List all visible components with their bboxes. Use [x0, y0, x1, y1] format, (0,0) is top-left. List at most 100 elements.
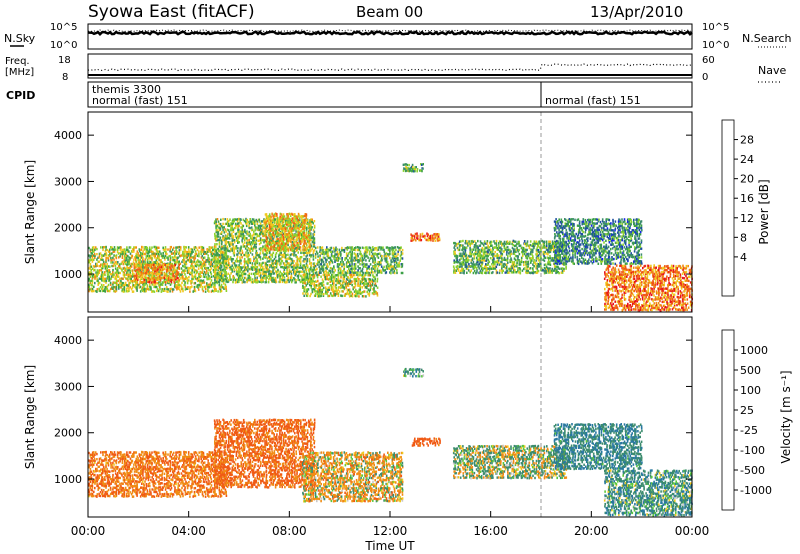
power-cell — [474, 244, 477, 247]
power-cell — [216, 263, 218, 266]
power-cell — [159, 284, 161, 287]
power-cell — [276, 226, 279, 229]
power-cell — [319, 258, 321, 262]
power-cell — [351, 295, 354, 298]
power-cell — [236, 253, 239, 256]
power-cell — [217, 274, 220, 278]
power-cell — [133, 280, 136, 283]
power-cell — [245, 254, 247, 257]
power-cell — [125, 248, 128, 251]
power-cell — [128, 259, 130, 262]
power-cell — [273, 261, 276, 265]
power-cell — [345, 274, 348, 277]
power-cell — [198, 283, 200, 287]
power-cell — [247, 270, 249, 273]
power-cell — [189, 256, 192, 259]
power-cell — [133, 266, 136, 270]
power-cell — [218, 266, 221, 270]
power-cell — [90, 279, 93, 283]
power-cell — [468, 269, 470, 272]
power-cell — [238, 228, 240, 232]
power-cell — [186, 277, 189, 280]
power-cell — [200, 256, 203, 259]
power-cell — [158, 256, 160, 260]
power-cell — [154, 268, 156, 271]
power-cell — [250, 237, 253, 240]
power-cell — [353, 277, 356, 281]
power-cell — [215, 218, 217, 221]
power-cell — [199, 260, 202, 264]
power-cell — [378, 246, 381, 249]
power-cell — [337, 292, 340, 295]
power-cell — [175, 286, 177, 289]
power-cell — [113, 258, 115, 261]
power-cell — [160, 272, 163, 275]
power-cell — [94, 246, 97, 249]
power-cell — [223, 251, 225, 254]
power-cell — [389, 249, 391, 252]
power-cell — [293, 277, 295, 280]
power-cell — [211, 264, 214, 268]
power-cell — [303, 264, 305, 267]
power-cell — [155, 281, 158, 284]
power-cell — [90, 258, 93, 261]
power-cell — [242, 224, 245, 228]
power-cell — [163, 256, 166, 259]
power-cell — [267, 274, 270, 277]
power-cell — [302, 292, 304, 295]
power-cell — [270, 276, 272, 279]
power-cell — [300, 251, 302, 255]
power-cell — [470, 255, 472, 258]
power-cell — [214, 232, 216, 236]
power-cell — [186, 256, 188, 259]
power-cell — [290, 274, 293, 277]
power-cell — [217, 250, 220, 253]
power-cell — [186, 271, 189, 274]
power-cell — [268, 255, 271, 259]
power-cell — [129, 275, 131, 278]
power-cell — [281, 274, 284, 278]
power-cell — [155, 274, 158, 277]
power-cell — [129, 266, 132, 270]
power-cell — [324, 286, 327, 289]
power-cell — [198, 272, 200, 276]
power-cell — [156, 246, 159, 249]
power-cell — [248, 222, 251, 225]
power-cell — [317, 263, 319, 266]
power-cell — [218, 264, 221, 267]
power-cell — [152, 254, 154, 257]
power-cell — [332, 286, 334, 289]
power-cell — [96, 271, 99, 274]
power-cell — [488, 253, 491, 256]
power-cell — [88, 279, 91, 282]
power-cell — [244, 231, 247, 234]
power-cell — [131, 279, 134, 283]
power-cell — [305, 232, 308, 235]
power-cell — [106, 289, 109, 293]
power-cell — [174, 283, 176, 287]
power-cell — [210, 272, 213, 276]
power-cell — [248, 258, 251, 261]
power-cell — [182, 264, 184, 268]
power-cell — [280, 272, 283, 275]
power-cell — [371, 267, 373, 270]
power-cell — [224, 270, 226, 274]
power-cell — [400, 246, 402, 249]
power-cell — [197, 277, 199, 280]
power-cell — [154, 261, 156, 264]
power-cell — [260, 279, 262, 282]
power-cell — [232, 222, 234, 225]
power-cell — [471, 248, 473, 251]
power-cell — [248, 239, 250, 242]
power-cell — [196, 254, 199, 257]
power-cell — [281, 235, 284, 238]
power-cell — [253, 243, 256, 246]
power-cell — [213, 259, 215, 262]
power-cell — [146, 268, 148, 272]
power-cell — [117, 267, 119, 270]
power-cell — [383, 248, 385, 252]
freq-label-bottom: [MHz] — [5, 67, 34, 78]
power-cell — [247, 265, 249, 269]
power-cell — [215, 260, 217, 263]
power-cell — [259, 249, 262, 252]
